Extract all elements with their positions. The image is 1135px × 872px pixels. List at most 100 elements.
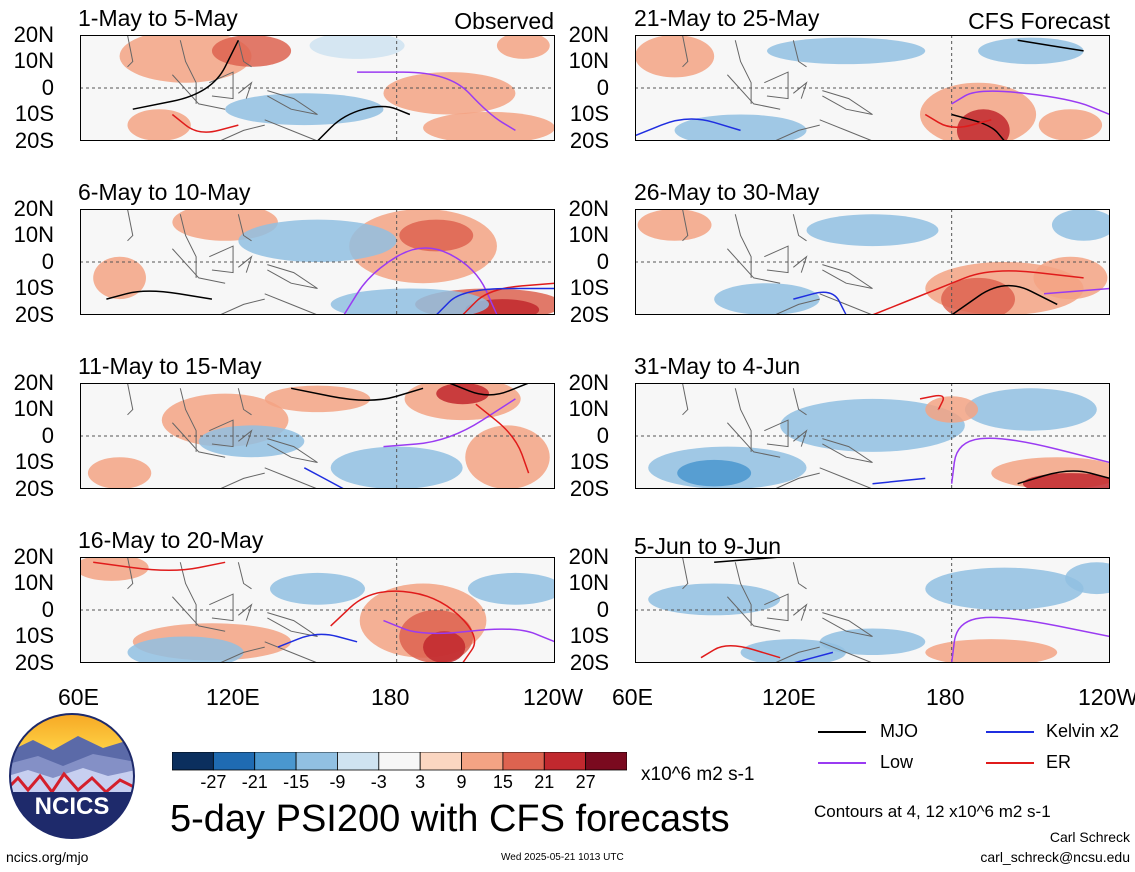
anomaly-blob [270, 572, 365, 605]
lat-label: 20N [13, 544, 54, 569]
coastline [237, 388, 252, 416]
author-email[interactable]: carl_schreck@ncsu.edu [980, 849, 1130, 865]
coastline [682, 209, 689, 242]
colorbar-tick-label: 9 [456, 772, 467, 792]
anomaly-blob [496, 35, 550, 59]
contour-er [475, 403, 530, 474]
coastline [734, 388, 752, 452]
lat-label: 20N [13, 196, 54, 221]
map-border [635, 383, 1110, 489]
lat-label: 0 [41, 423, 54, 448]
contour-mjo [106, 290, 213, 300]
anomaly-blob [956, 109, 1010, 141]
chart-title: 5-day PSI200 with CFS forecasts [170, 798, 730, 840]
colorbar-tick-label: 3 [415, 772, 426, 792]
coastline [179, 214, 197, 278]
lat-label: 20S [14, 650, 54, 675]
forecast-label: CFS Forecast [968, 8, 1110, 34]
contour-low [383, 619, 555, 643]
anomaly-blob [925, 639, 1058, 663]
coastlines [682, 383, 873, 489]
anomaly-field [93, 209, 555, 315]
coastline [774, 298, 820, 315]
map-border [80, 35, 555, 141]
colorbar-tick-label: 21 [534, 772, 555, 792]
anomaly-blob [648, 583, 781, 616]
coastline [764, 71, 789, 100]
colorbar-tick-label: 15 [492, 772, 513, 792]
anomaly-blob [780, 398, 965, 452]
map-border [80, 209, 555, 315]
coastline [792, 40, 807, 68]
map-border [635, 35, 1110, 141]
anomaly-blob [309, 35, 405, 59]
lat-label: 20S [569, 476, 609, 501]
coastline [264, 293, 318, 315]
map-border [635, 209, 1110, 315]
panel-title-6: 26-May to 30-May [634, 179, 820, 205]
coastlines [127, 383, 318, 489]
coastlines [682, 209, 873, 315]
lat-label: 20S [569, 650, 609, 675]
anomaly-blob [383, 72, 516, 115]
contour-kelvin-x2 [277, 633, 358, 648]
coastline [822, 438, 873, 463]
coastline [792, 562, 807, 590]
coastline [819, 119, 873, 141]
lat-label: 20S [569, 302, 609, 327]
coastline [822, 90, 873, 115]
lat-label: 0 [596, 423, 609, 448]
logo-text: NCICS [35, 793, 110, 820]
lon-label-120w-left: 120W [523, 684, 584, 710]
contour-mjo [1017, 39, 1084, 52]
lon-label-60e-left: 60E [58, 684, 99, 710]
colorbar-tick-label: -21 [241, 772, 268, 792]
contour-mjo [449, 383, 529, 396]
map-panel-8 [635, 557, 1110, 663]
anomaly-blob [399, 219, 474, 252]
legend-line-mjo [818, 731, 866, 733]
coastline [238, 429, 253, 447]
coastline [793, 429, 808, 447]
contour-er [93, 561, 226, 571]
contour-low [950, 437, 1110, 484]
anomaly-blob [87, 457, 152, 489]
lat-label: 10N [13, 222, 54, 247]
coastline [792, 388, 807, 416]
lon-label-120w-right: 120W [1078, 684, 1135, 710]
coastline [209, 245, 234, 274]
lat-label: 20N [13, 22, 54, 47]
colorbar-tick-label: -15 [283, 772, 310, 792]
legend-line-er [986, 762, 1034, 764]
map-border [80, 557, 555, 663]
contours [93, 561, 555, 663]
coastline [726, 596, 781, 632]
contours [635, 39, 1110, 141]
contour-kelvin-x2 [793, 291, 847, 315]
anomaly-blob [740, 639, 847, 663]
coastline [792, 214, 807, 242]
contours [793, 270, 1110, 315]
lat-label: 10S [569, 623, 609, 648]
coastlines [127, 209, 318, 315]
lon-label-120e-right: 120E [762, 684, 816, 710]
contour-er [872, 270, 1084, 315]
map-panel-2 [80, 209, 555, 315]
coastline [682, 557, 689, 590]
coastline [822, 264, 873, 289]
anomaly-blob [127, 109, 191, 141]
coastline [793, 603, 808, 621]
anomaly-blob [635, 35, 715, 78]
coastline [219, 646, 265, 663]
colorbar-swatch [172, 752, 214, 771]
lat-label: 20S [569, 128, 609, 153]
coastline [819, 467, 873, 489]
colorbar [172, 752, 627, 771]
lat-label: 0 [41, 75, 54, 100]
legend-label-mjo: MJO [880, 721, 918, 741]
lat-label: 10S [14, 449, 54, 474]
coastline [179, 562, 197, 626]
contour-kelvin-x2 [872, 477, 926, 485]
colorbar-swatch [419, 752, 462, 771]
site-url[interactable]: ncics.org/mjo [6, 849, 89, 865]
